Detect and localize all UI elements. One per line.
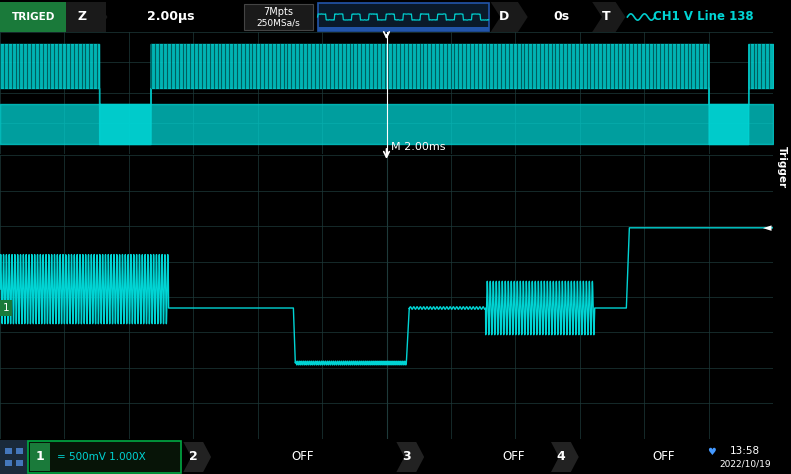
- Bar: [5, 448, 12, 454]
- Text: M 2.00ms: M 2.00ms: [392, 142, 446, 152]
- Text: OFF: OFF: [291, 450, 313, 464]
- Text: OFF: OFF: [653, 450, 676, 464]
- Bar: [0, 440, 28, 474]
- Bar: [318, 27, 489, 31]
- Text: ◄: ◄: [763, 223, 771, 233]
- Bar: [16, 448, 23, 454]
- Text: 0s: 0s: [554, 10, 570, 24]
- Polygon shape: [592, 2, 626, 32]
- Text: 2: 2: [189, 450, 198, 464]
- Text: Trigger: Trigger: [777, 146, 787, 188]
- Text: 250MSa/s: 250MSa/s: [256, 18, 301, 27]
- Text: ♥: ♥: [707, 447, 716, 457]
- Polygon shape: [551, 442, 579, 472]
- Text: = 500mV 1.000X: = 500mV 1.000X: [58, 452, 146, 462]
- Text: OFF: OFF: [502, 450, 524, 464]
- Bar: [0, 2, 66, 32]
- Polygon shape: [490, 2, 528, 32]
- Text: CH1 V Line 138: CH1 V Line 138: [653, 10, 754, 24]
- Text: 3: 3: [402, 450, 411, 464]
- Text: T: T: [602, 10, 610, 24]
- Text: Z: Z: [78, 10, 87, 24]
- Text: 1: 1: [3, 303, 9, 313]
- Bar: [28, 441, 181, 473]
- Text: 13:58: 13:58: [730, 446, 760, 456]
- Polygon shape: [184, 442, 211, 472]
- Text: 7Mpts: 7Mpts: [263, 7, 293, 17]
- Bar: [16, 460, 23, 466]
- Text: D: D: [499, 10, 509, 24]
- Bar: [318, 3, 489, 31]
- Bar: [244, 4, 312, 30]
- Polygon shape: [66, 2, 108, 32]
- Bar: [66, 2, 105, 32]
- Text: 2022/10/19: 2022/10/19: [720, 459, 771, 468]
- Text: 2.00μs: 2.00μs: [147, 10, 195, 24]
- Text: 4: 4: [557, 450, 566, 464]
- Text: 1: 1: [36, 450, 44, 464]
- Text: TRIGED: TRIGED: [12, 12, 55, 22]
- Bar: [30, 443, 50, 471]
- Polygon shape: [396, 442, 424, 472]
- Bar: [5, 460, 12, 466]
